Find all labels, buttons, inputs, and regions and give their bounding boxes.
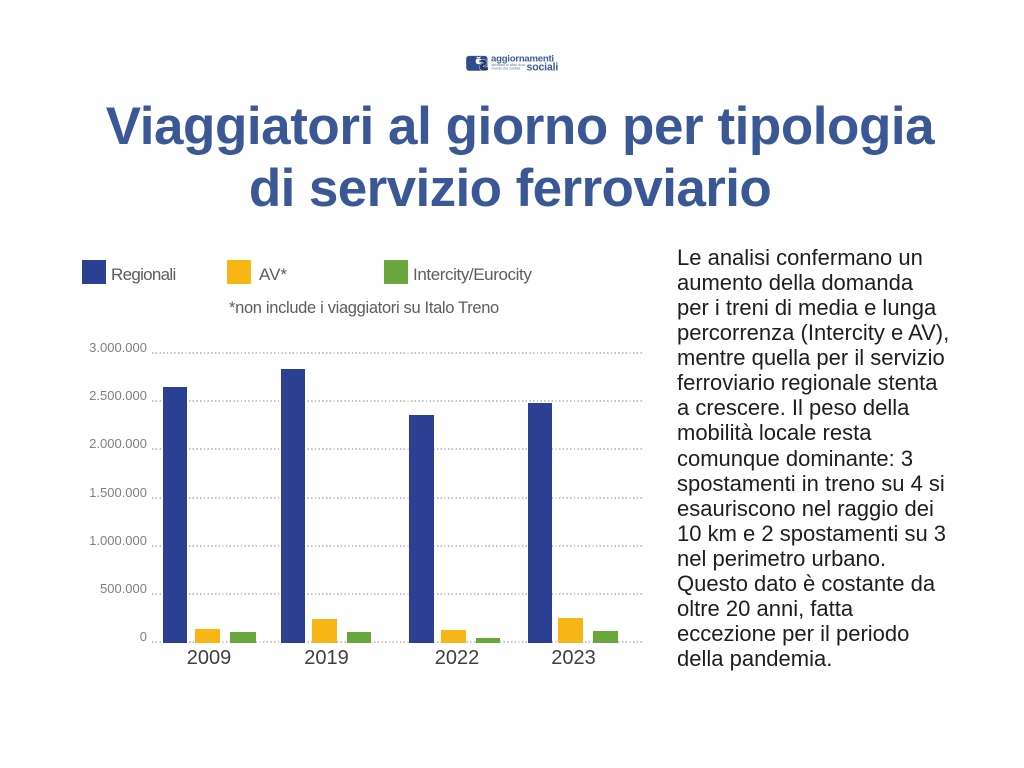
svg-text:mondo che cambia: mondo che cambia [492, 67, 521, 71]
svg-text:sociali: sociali [527, 62, 559, 74]
svg-text:ascoltare le sfide di un: ascoltare le sfide di un [492, 63, 526, 67]
svg-text:aggiornamenti: aggiornamenti [491, 54, 554, 65]
